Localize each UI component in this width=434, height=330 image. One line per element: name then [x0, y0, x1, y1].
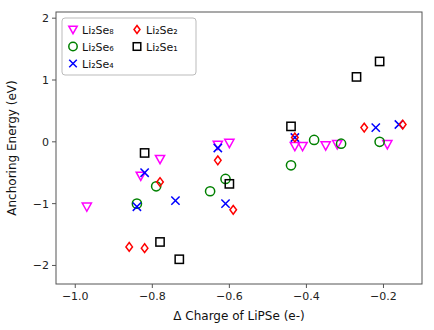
point: [175, 255, 183, 263]
x-axis-label: Δ Charge of LiPSe (e-): [173, 309, 304, 323]
point: [287, 122, 295, 130]
point: [155, 155, 164, 163]
point: [157, 178, 164, 187]
point: [336, 139, 345, 148]
point: [298, 142, 307, 150]
point: [375, 57, 383, 65]
legend-label: Li₂Se₂: [146, 24, 178, 37]
point: [225, 139, 234, 147]
point: [225, 180, 233, 188]
y-tick-label: 1: [42, 74, 49, 87]
legend-marker: [133, 43, 141, 51]
point: [82, 203, 91, 211]
plot-frame: [56, 12, 422, 284]
point: [399, 120, 406, 129]
point: [292, 133, 299, 142]
point: [206, 187, 215, 196]
chart: −1.0 −0.8 −0.6 −0.4 −0.2 −2 −1 0 1 2 Δ Charge of L…: [0, 0, 434, 330]
point: [286, 161, 295, 170]
point: [221, 199, 229, 207]
legend: Li₂Se₈ Li₂Se₆ Li₂Se₄ Li₂Se₂ Li₂Se₁: [62, 18, 196, 75]
point: [372, 123, 380, 131]
point: [375, 137, 384, 146]
y-tick: [52, 141, 56, 142]
point: [133, 203, 141, 211]
point: [230, 205, 237, 214]
legend-marker: [69, 42, 77, 50]
x-tick-label: −0.2: [370, 290, 397, 303]
points: [82, 57, 406, 263]
x-tick: [383, 284, 384, 288]
legend-label: Li₂Se₆: [82, 41, 114, 54]
y-tick: [52, 80, 56, 81]
point: [321, 142, 330, 150]
x-tick: [152, 284, 153, 288]
point: [126, 243, 133, 252]
x-tick: [75, 284, 76, 288]
point: [214, 144, 222, 152]
x-tick-label: −0.8: [139, 290, 166, 303]
legend-marker: [134, 26, 140, 34]
y-tick: [52, 18, 56, 19]
y-axis-label: Anchoring Energy (eV): [5, 80, 19, 215]
legend-marker: [69, 60, 77, 68]
point: [310, 135, 319, 144]
legend-label: Li₂Se₁: [146, 41, 178, 54]
x-tick: [306, 284, 307, 288]
legend-label: Li₂Se₈: [82, 24, 114, 37]
x-tick-label: −0.4: [293, 290, 320, 303]
y-tick-label: −1: [33, 198, 49, 211]
point: [215, 156, 222, 165]
y-tick-label: 2: [42, 12, 49, 25]
point: [171, 196, 179, 204]
point: [156, 238, 164, 246]
legend-label: Li₂Se₄: [82, 58, 114, 71]
point: [352, 73, 360, 81]
legend-marker: [69, 26, 77, 34]
y-tick-label: −2: [33, 259, 49, 272]
y-tick: [52, 203, 56, 204]
point: [140, 149, 148, 157]
x-tick: [229, 284, 230, 288]
y-tick: [52, 265, 56, 266]
point: [361, 123, 368, 132]
point: [291, 133, 299, 141]
legend-box: [62, 18, 196, 75]
x-tick-label: −1.0: [62, 290, 89, 303]
y-tick-label: 0: [42, 136, 49, 149]
x-tick-label: −0.6: [216, 290, 243, 303]
point: [140, 169, 148, 177]
point: [141, 244, 148, 253]
